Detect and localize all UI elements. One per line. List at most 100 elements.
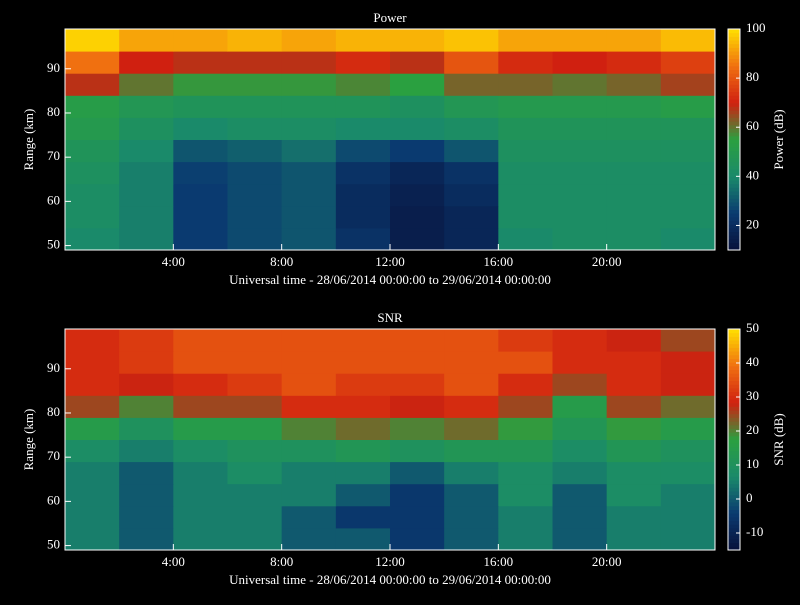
colorbar-slice bbox=[728, 516, 740, 522]
colorbar-label: SNR (dB) bbox=[771, 413, 786, 465]
chart-title: SNR bbox=[377, 310, 403, 325]
heatmap-cell bbox=[444, 483, 499, 507]
heatmap-cell bbox=[660, 227, 716, 251]
heatmap-cell bbox=[390, 351, 445, 374]
y-axis-label: Range (km) bbox=[21, 109, 36, 171]
heatmap-cell bbox=[660, 373, 716, 396]
heatmap-cell bbox=[660, 351, 716, 374]
heatmap-cell bbox=[119, 139, 174, 163]
heatmap-cell bbox=[552, 329, 608, 352]
colorbar-tick-label: 30 bbox=[746, 388, 759, 403]
colorbar-slice bbox=[728, 487, 740, 492]
colorbar-slice bbox=[728, 395, 740, 400]
y-tick-label: 80 bbox=[47, 104, 60, 119]
heatmap-cell bbox=[335, 183, 391, 207]
colorbar-slice bbox=[728, 76, 740, 82]
colorbar-slice bbox=[728, 47, 740, 52]
heatmap-cell bbox=[281, 329, 337, 352]
colorbar-slice bbox=[728, 32, 740, 37]
heatmap-cell bbox=[65, 51, 120, 74]
colorbar-slice bbox=[728, 376, 740, 382]
colorbar-slice bbox=[728, 165, 740, 170]
colorbar-slice bbox=[728, 124, 740, 129]
heatmap-cell bbox=[498, 527, 553, 551]
heatmap-cell bbox=[606, 161, 662, 185]
heatmap-cell bbox=[335, 505, 391, 529]
heatmap-cell bbox=[173, 117, 228, 140]
heatmap-cell bbox=[498, 461, 553, 485]
x-tick-label: 12:00 bbox=[375, 254, 405, 269]
colorbar-slice bbox=[728, 542, 740, 547]
colorbar-slice bbox=[728, 205, 740, 210]
colorbar-slice bbox=[728, 354, 740, 359]
colorbar-slice bbox=[728, 406, 740, 411]
y-tick-label: 70 bbox=[47, 148, 60, 163]
colorbar-tick-label: 60 bbox=[746, 118, 759, 133]
heatmap-cell bbox=[227, 139, 283, 163]
heatmap-cell bbox=[281, 373, 337, 396]
heatmap-cell bbox=[606, 483, 662, 507]
heatmap-cell bbox=[606, 395, 662, 418]
heatmap-cell bbox=[281, 395, 337, 418]
heatmap-cell bbox=[444, 461, 499, 485]
heatmap-cell bbox=[390, 417, 445, 440]
heatmap-cell bbox=[65, 461, 120, 485]
x-tick-label: 16:00 bbox=[484, 254, 514, 269]
colorbar-slice bbox=[728, 435, 740, 440]
colorbar-slice bbox=[728, 535, 740, 540]
heatmap-cell bbox=[65, 417, 120, 440]
colorbar-tick-label: 0 bbox=[746, 490, 753, 505]
colorbar-label: Power (dB) bbox=[771, 109, 786, 169]
heatmap-cell bbox=[119, 439, 174, 463]
heatmap-cell bbox=[444, 139, 499, 163]
x-tick-label: 4:00 bbox=[162, 554, 185, 569]
colorbar-slice bbox=[728, 424, 740, 429]
colorbar-slice bbox=[728, 235, 740, 240]
heatmap-cell bbox=[335, 29, 391, 52]
heatmap-cell bbox=[227, 95, 283, 118]
heatmap-cell bbox=[606, 439, 662, 463]
heatmap-cell bbox=[444, 395, 499, 418]
heatmap-cell bbox=[552, 117, 608, 140]
heatmap-cell bbox=[444, 161, 499, 185]
heatmap-cell bbox=[173, 417, 228, 440]
colorbar-slice bbox=[728, 98, 740, 104]
heatmap-cell bbox=[444, 183, 499, 207]
colorbar-slice bbox=[728, 213, 740, 218]
colorbar-slice bbox=[728, 209, 740, 214]
heatmap-cell bbox=[65, 505, 120, 529]
heatmap-cell bbox=[606, 417, 662, 440]
heatmap-cell bbox=[335, 139, 391, 163]
colorbar-tick-label: 50 bbox=[746, 320, 759, 335]
colorbar-slice bbox=[728, 340, 740, 345]
heatmap-cell bbox=[498, 161, 553, 185]
heatmap-cell bbox=[498, 439, 553, 463]
colorbar-slice bbox=[728, 417, 740, 422]
heatmap-cell bbox=[173, 439, 228, 463]
heatmap-cell bbox=[552, 461, 608, 485]
colorbar-slice bbox=[728, 362, 740, 367]
heatmap-cell bbox=[335, 117, 391, 140]
heatmap-cell bbox=[281, 51, 337, 74]
heatmap-cell bbox=[606, 505, 662, 529]
colorbar-slice bbox=[728, 439, 740, 444]
colorbar-slice bbox=[728, 446, 740, 452]
heatmap-cell bbox=[281, 95, 337, 118]
colorbar-slice bbox=[728, 472, 740, 477]
chart-title: Power bbox=[373, 10, 407, 25]
heatmap-cell bbox=[390, 505, 445, 529]
heatmap-cell bbox=[281, 227, 337, 251]
colorbar-tick-label: 40 bbox=[746, 167, 759, 182]
heatmap-cell bbox=[444, 439, 499, 463]
heatmap-cell bbox=[227, 183, 283, 207]
heatmap-cell bbox=[119, 395, 174, 418]
colorbar-slice bbox=[728, 491, 740, 496]
x-tick-label: 8:00 bbox=[270, 254, 293, 269]
y-tick-label: 50 bbox=[47, 537, 60, 552]
heatmap-cell bbox=[281, 73, 337, 96]
colorbar-slice bbox=[728, 421, 740, 426]
y-tick-label: 50 bbox=[47, 237, 60, 252]
heatmap-cell bbox=[390, 51, 445, 74]
heatmap-cell bbox=[390, 329, 445, 352]
colorbar-frame bbox=[727, 328, 741, 551]
